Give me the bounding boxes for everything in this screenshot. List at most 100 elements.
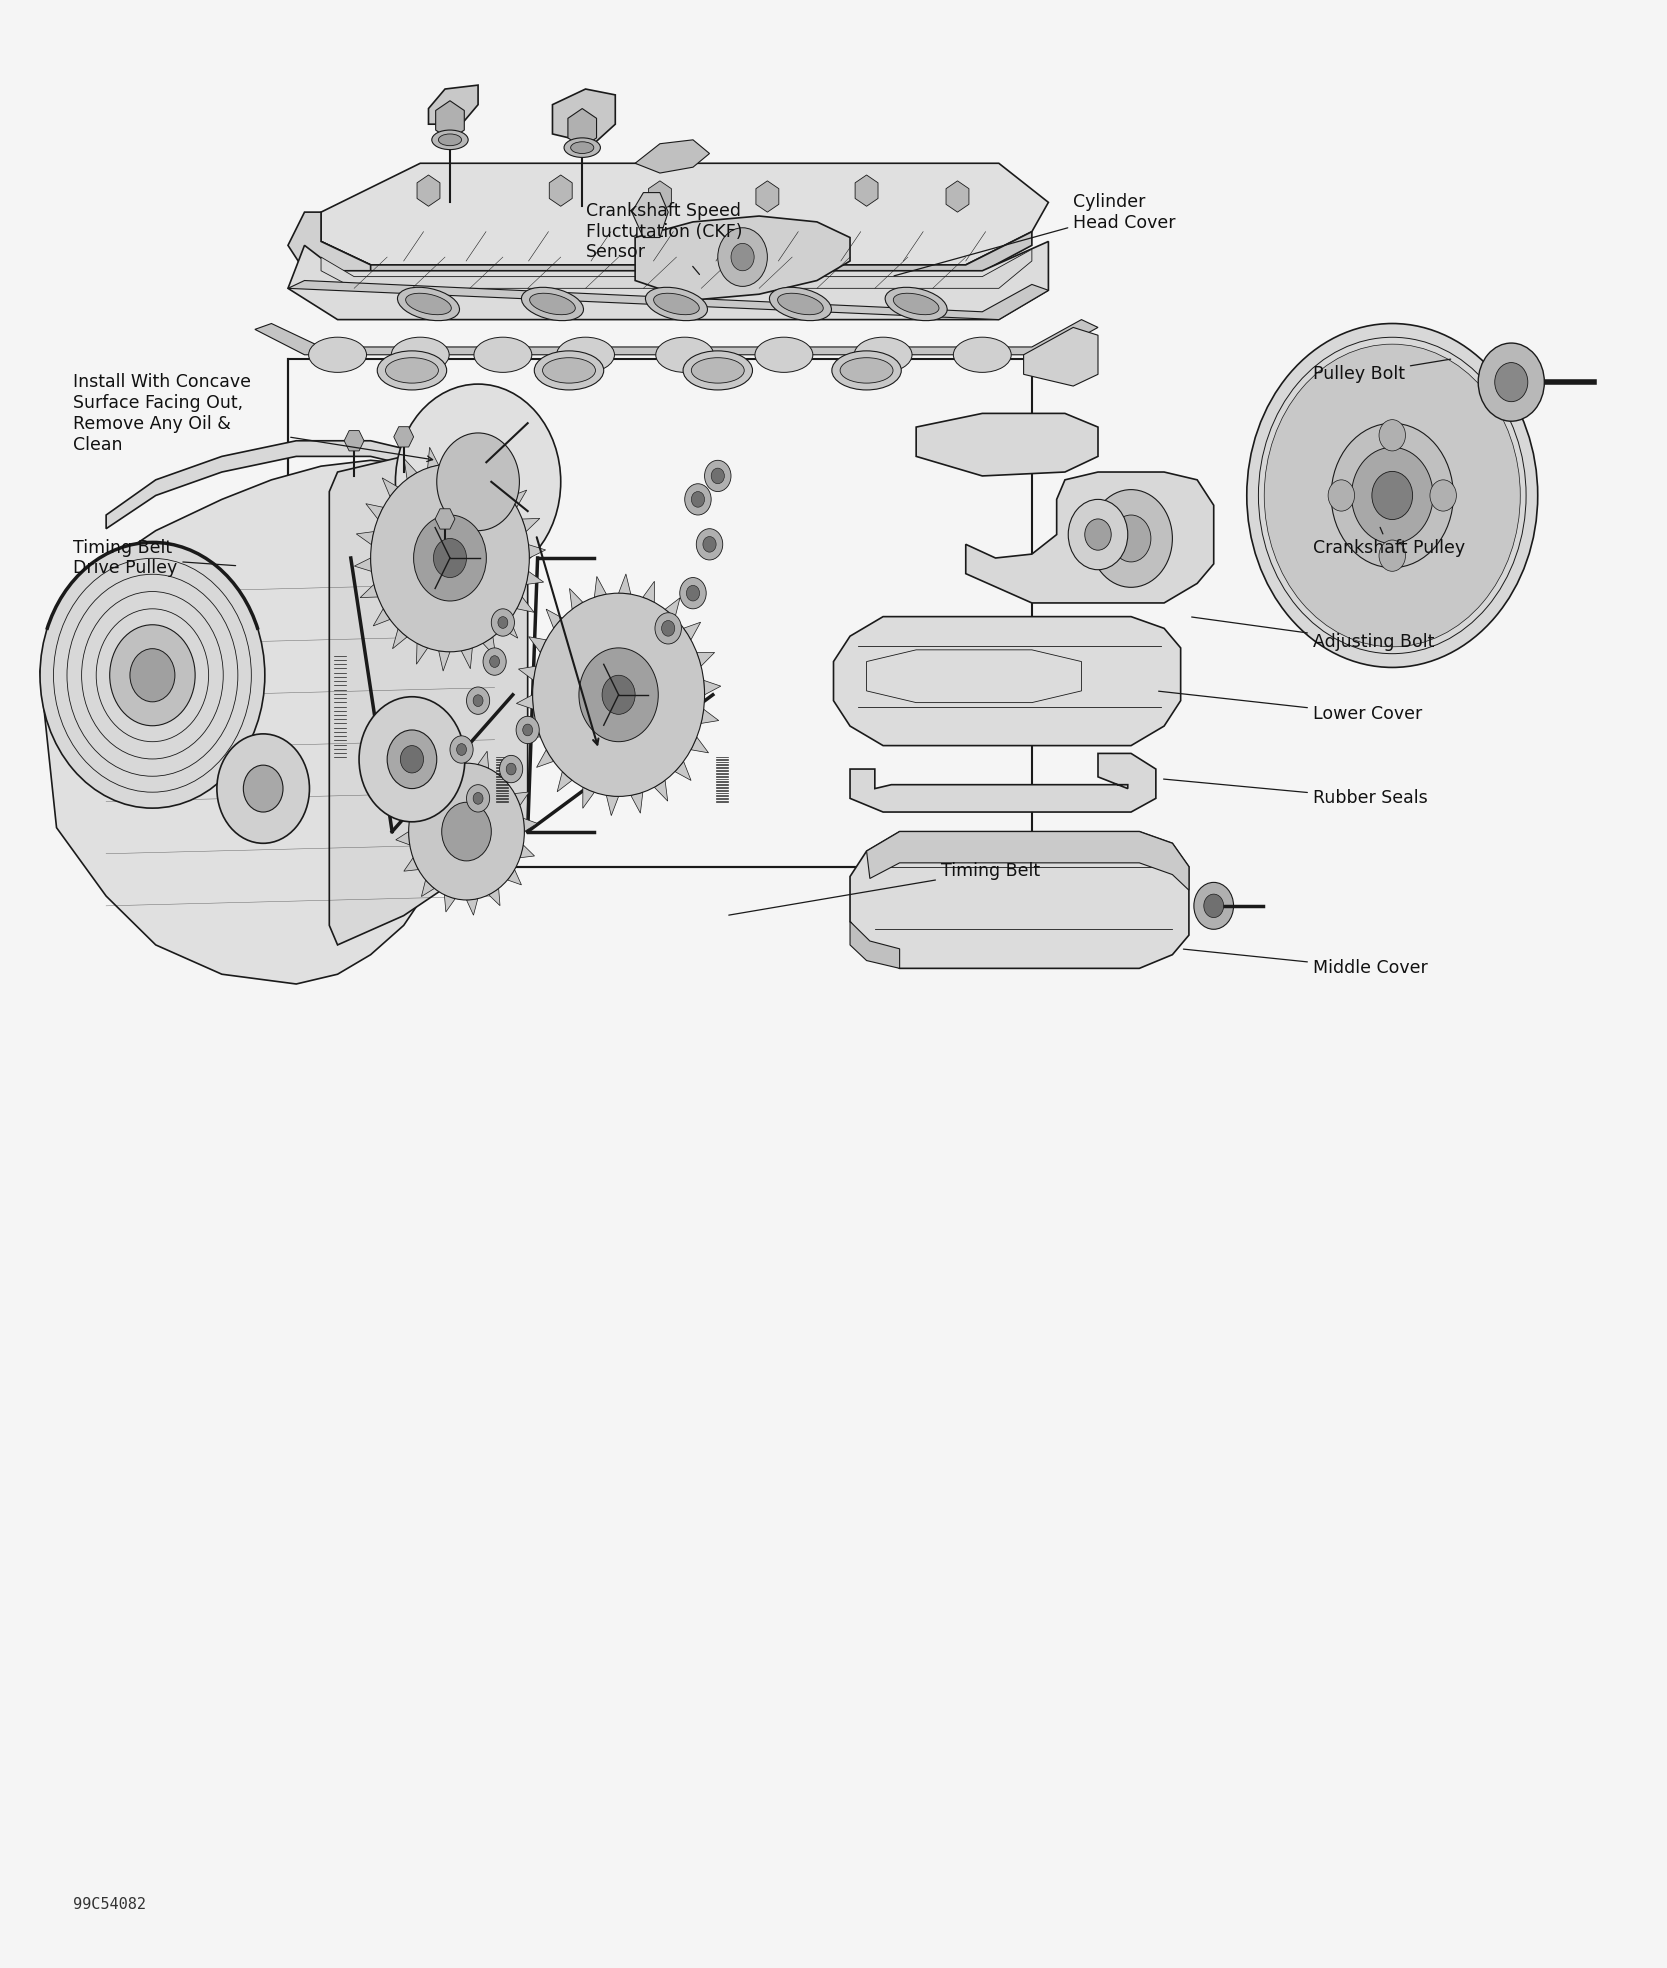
Polygon shape bbox=[483, 638, 495, 657]
Polygon shape bbox=[360, 584, 378, 598]
Ellipse shape bbox=[683, 350, 752, 390]
Ellipse shape bbox=[885, 287, 947, 321]
Text: Crankshaft Speed
Fluctutation (CKF)
Sensor: Crankshaft Speed Fluctutation (CKF) Sens… bbox=[585, 203, 742, 274]
Ellipse shape bbox=[535, 350, 603, 390]
Polygon shape bbox=[343, 431, 363, 451]
Circle shape bbox=[400, 746, 423, 773]
Polygon shape bbox=[755, 181, 778, 213]
Polygon shape bbox=[467, 899, 478, 915]
Polygon shape bbox=[1024, 327, 1099, 386]
Polygon shape bbox=[40, 461, 520, 984]
Circle shape bbox=[1112, 516, 1150, 563]
Circle shape bbox=[718, 228, 767, 287]
Circle shape bbox=[732, 244, 753, 272]
Polygon shape bbox=[417, 644, 428, 663]
Polygon shape bbox=[417, 175, 440, 207]
Circle shape bbox=[473, 695, 483, 707]
Polygon shape bbox=[322, 232, 1032, 281]
Polygon shape bbox=[288, 213, 370, 291]
Polygon shape bbox=[478, 752, 488, 768]
Polygon shape bbox=[472, 453, 483, 472]
Polygon shape bbox=[675, 762, 692, 781]
Circle shape bbox=[1264, 344, 1520, 647]
Ellipse shape bbox=[692, 358, 743, 384]
Polygon shape bbox=[855, 175, 879, 207]
Ellipse shape bbox=[432, 130, 468, 150]
Ellipse shape bbox=[405, 293, 452, 315]
Circle shape bbox=[492, 608, 515, 636]
Ellipse shape bbox=[653, 293, 698, 315]
Circle shape bbox=[680, 577, 707, 608]
Polygon shape bbox=[288, 281, 1049, 319]
Polygon shape bbox=[517, 596, 533, 612]
Ellipse shape bbox=[894, 293, 939, 315]
Ellipse shape bbox=[377, 350, 447, 390]
Polygon shape bbox=[568, 108, 597, 148]
Circle shape bbox=[692, 492, 705, 508]
Polygon shape bbox=[255, 319, 1099, 354]
Text: Install With Concave
Surface Facing Out,
Remove Any Oil &
Clean: Install With Concave Surface Facing Out,… bbox=[73, 374, 252, 453]
Polygon shape bbox=[702, 708, 718, 724]
Circle shape bbox=[110, 624, 195, 726]
Circle shape bbox=[490, 655, 500, 667]
Ellipse shape bbox=[645, 287, 707, 321]
Polygon shape bbox=[522, 724, 540, 738]
Polygon shape bbox=[493, 466, 507, 488]
Circle shape bbox=[433, 539, 467, 577]
Polygon shape bbox=[635, 216, 850, 299]
Polygon shape bbox=[403, 858, 418, 872]
Circle shape bbox=[703, 537, 717, 553]
Polygon shape bbox=[428, 447, 438, 468]
Text: Pulley Bolt: Pulley Bolt bbox=[1314, 358, 1450, 384]
Circle shape bbox=[1090, 490, 1172, 586]
Circle shape bbox=[217, 734, 310, 844]
Circle shape bbox=[655, 612, 682, 644]
Ellipse shape bbox=[655, 337, 713, 372]
Circle shape bbox=[370, 464, 530, 651]
Polygon shape bbox=[557, 771, 572, 791]
Polygon shape bbox=[357, 531, 373, 545]
Ellipse shape bbox=[522, 287, 583, 321]
Circle shape bbox=[1379, 539, 1405, 571]
Ellipse shape bbox=[840, 358, 894, 384]
Polygon shape bbox=[455, 748, 467, 764]
Circle shape bbox=[1085, 520, 1112, 551]
Polygon shape bbox=[502, 620, 518, 638]
Circle shape bbox=[1332, 423, 1454, 567]
Ellipse shape bbox=[570, 142, 593, 154]
Circle shape bbox=[1479, 342, 1544, 421]
Polygon shape bbox=[107, 441, 520, 529]
Polygon shape bbox=[403, 459, 417, 478]
Polygon shape bbox=[435, 100, 465, 140]
Circle shape bbox=[473, 793, 483, 805]
Circle shape bbox=[705, 461, 732, 492]
Ellipse shape bbox=[385, 358, 438, 384]
Circle shape bbox=[413, 516, 487, 600]
Circle shape bbox=[533, 592, 705, 797]
Ellipse shape bbox=[438, 134, 462, 146]
Polygon shape bbox=[445, 895, 455, 911]
Circle shape bbox=[1352, 447, 1434, 543]
Polygon shape bbox=[392, 630, 407, 649]
Circle shape bbox=[498, 616, 508, 628]
Circle shape bbox=[1379, 419, 1405, 451]
Circle shape bbox=[523, 724, 533, 736]
Polygon shape bbox=[522, 518, 540, 531]
Text: Lower Cover: Lower Cover bbox=[1159, 691, 1422, 724]
Polygon shape bbox=[507, 870, 522, 886]
Circle shape bbox=[1495, 362, 1529, 401]
Polygon shape bbox=[550, 175, 572, 207]
Circle shape bbox=[1204, 893, 1224, 917]
Polygon shape bbox=[648, 181, 672, 213]
Circle shape bbox=[1294, 378, 1492, 612]
Polygon shape bbox=[382, 478, 398, 496]
Polygon shape bbox=[607, 795, 618, 815]
Circle shape bbox=[358, 697, 465, 823]
Circle shape bbox=[1247, 323, 1537, 667]
Circle shape bbox=[1069, 500, 1129, 569]
Polygon shape bbox=[547, 610, 562, 628]
Polygon shape bbox=[438, 651, 450, 671]
Circle shape bbox=[1329, 480, 1355, 512]
Polygon shape bbox=[393, 427, 413, 447]
Polygon shape bbox=[552, 89, 615, 144]
